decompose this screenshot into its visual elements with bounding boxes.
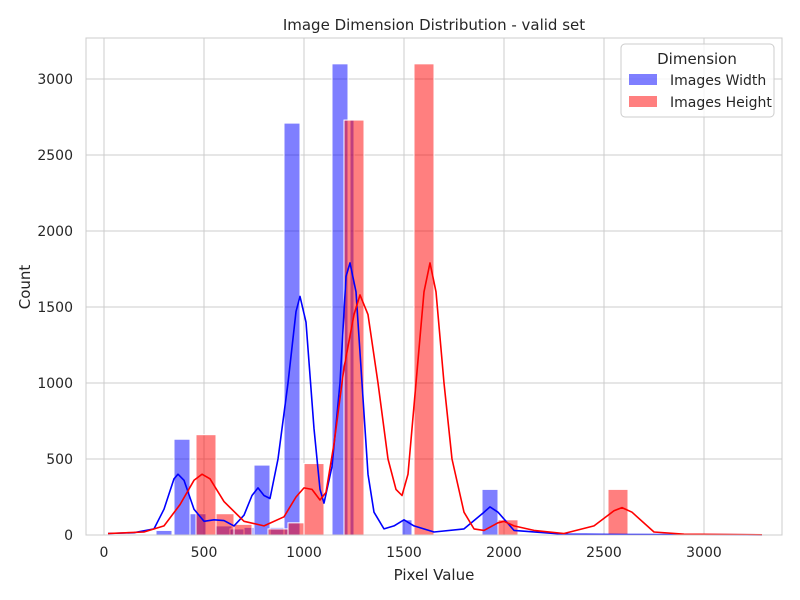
y-tick-label: 1000 <box>37 376 73 392</box>
x-tick-label: 3000 <box>686 545 722 561</box>
x-tick-label: 2000 <box>486 545 522 561</box>
legend-box <box>620 43 775 118</box>
legend-title: Dimension <box>657 50 737 68</box>
plot-border <box>85 37 783 536</box>
y-axis-label: Count <box>16 265 34 310</box>
bar-width <box>155 529 173 536</box>
y-tick-label: 500 <box>46 452 73 468</box>
y-tick-label: 2500 <box>37 148 73 164</box>
kde-curves <box>107 262 763 536</box>
bar-width <box>283 122 301 536</box>
bar-height <box>343 119 365 536</box>
y-tick-label: 0 <box>64 528 73 544</box>
kde-line-height <box>107 262 763 536</box>
x-tick-label: 0 <box>100 545 109 561</box>
bar-height <box>267 528 289 536</box>
bar-height <box>233 523 253 536</box>
y-tick-label: 3000 <box>37 72 73 88</box>
x-tick-labels: 0 500 1000 1500 2000 2500 3000 <box>100 545 722 561</box>
legend-label-width: Images Width <box>670 73 766 89</box>
y-tick-label: 2000 <box>37 224 73 240</box>
x-tick-label: 500 <box>191 545 218 561</box>
y-tick-labels: 0 500 1000 1500 2000 2500 3000 <box>37 72 73 544</box>
legend-label-height: Images Height <box>670 95 772 111</box>
y-tick-label: 1500 <box>37 300 73 316</box>
x-tick-label: 1500 <box>386 545 422 561</box>
bar-height <box>287 522 305 536</box>
x-tick-label: 1000 <box>286 545 322 561</box>
kde-line-width <box>107 262 763 536</box>
legend: Dimension Images Width Images Height <box>620 43 775 118</box>
legend-swatch-height <box>629 96 657 107</box>
x-axis-label: Pixel Value <box>394 566 475 584</box>
chart-title: Image Dimension Distribution - valid set <box>283 16 585 34</box>
legend-swatch-width <box>629 74 657 85</box>
bar-width <box>173 438 191 536</box>
x-tick-label: 2500 <box>586 545 622 561</box>
